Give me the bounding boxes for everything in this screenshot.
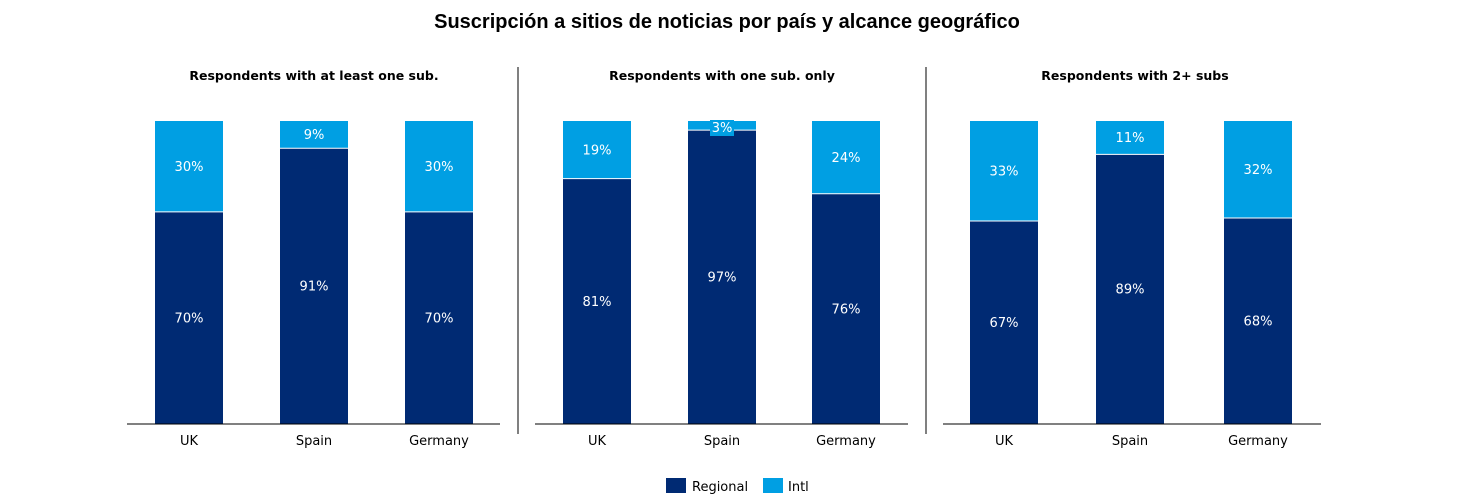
data-label-box (710, 120, 734, 136)
bar-segment-regional (1224, 217, 1292, 424)
panel-title: Respondents with 2+ subs (1041, 68, 1228, 83)
legend-label-intl: Intl (788, 480, 809, 495)
data-label: 97% (708, 271, 737, 286)
bar-segment-intl (1224, 121, 1292, 218)
panel-title: Respondents with at least one sub. (189, 68, 438, 83)
bar-segment-regional (155, 211, 223, 424)
bar-segment-intl (1096, 121, 1164, 155)
chart-panels: Respondents with at least one sub. 70% 30%… (127, 68, 1321, 449)
data-label: 30% (175, 160, 204, 175)
chart-panel: Respondents with 2+ subs 67% 33% UK 89% 11% Sp… (943, 68, 1321, 449)
data-label: 70% (425, 311, 454, 326)
category-label: Spain (1112, 434, 1148, 449)
data-label: 19% (583, 143, 612, 158)
chart-panel: Respondents with one sub. only 81% 19% UK 97… (535, 68, 908, 449)
panel-title: Respondents with one sub. only (609, 68, 835, 83)
data-label: 3% (712, 121, 733, 136)
bar-segment-regional (405, 211, 473, 424)
legend-label-regional: Regional (692, 480, 748, 495)
bar-segment-intl (563, 121, 631, 179)
category-label: UK (588, 434, 607, 449)
category-label: UK (180, 434, 199, 449)
bar-segment-regional (280, 148, 348, 424)
data-label: 81% (583, 295, 612, 310)
legend-swatch-intl (763, 478, 783, 493)
data-label: 33% (990, 164, 1019, 179)
legend: Regional Intl (666, 478, 809, 495)
legend-swatch-regional (666, 478, 686, 493)
data-label: 76% (832, 302, 861, 317)
bar-segment-regional (688, 130, 756, 424)
data-label: 67% (990, 316, 1019, 331)
data-label: 91% (300, 280, 329, 295)
bar-segment-regional (563, 178, 631, 424)
data-label: 68% (1244, 314, 1273, 329)
bar-segment-intl (280, 121, 348, 149)
category-label: Germany (1228, 434, 1288, 449)
category-label: UK (995, 434, 1014, 449)
bar-segment-regional (1096, 154, 1164, 424)
category-label: Spain (296, 434, 332, 449)
bar-segment-intl (970, 121, 1038, 221)
chart-title: Suscripción a sitios de noticias por paí… (434, 11, 1020, 33)
data-label: 30% (425, 160, 454, 175)
bar-segment-regional (812, 193, 880, 424)
category-label: Spain (704, 434, 740, 449)
chart-panel: Respondents with at least one sub. 70% 30%… (127, 68, 500, 449)
bar-segment-intl (155, 121, 223, 212)
data-label: 89% (1116, 283, 1145, 298)
data-label: 24% (832, 151, 861, 166)
bar-segment-intl (812, 121, 880, 194)
category-label: Germany (409, 434, 469, 449)
data-label: 32% (1244, 163, 1273, 178)
data-label: 70% (175, 311, 204, 326)
category-label: Germany (816, 434, 876, 449)
bar-segment-regional (970, 220, 1038, 424)
data-label: 9% (304, 128, 325, 143)
data-label: 11% (1116, 131, 1145, 146)
bar-segment-intl (405, 121, 473, 212)
